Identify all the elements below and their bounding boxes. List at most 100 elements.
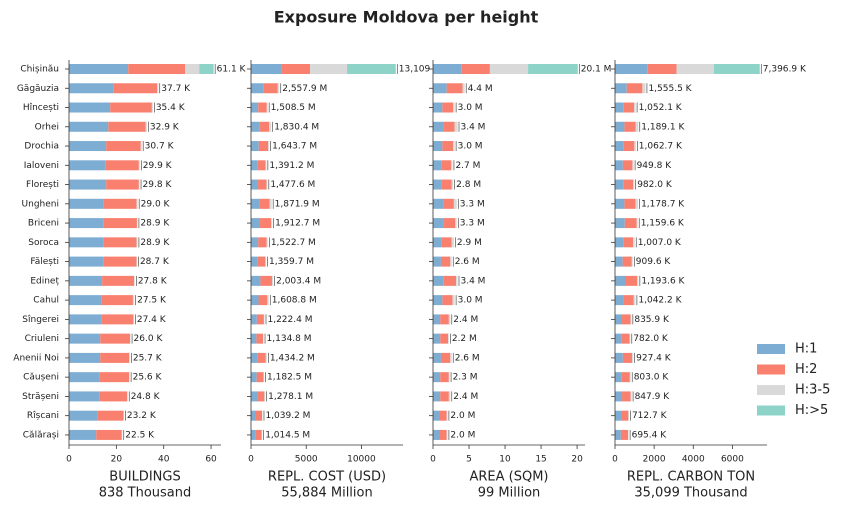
bar-segment [615, 391, 623, 402]
bar-segment [448, 372, 450, 383]
bar-segment [263, 83, 278, 94]
bar-segment [257, 352, 266, 363]
y-tick-label: Briceni [28, 219, 59, 229]
bar-segment [260, 275, 272, 286]
bar-segment [138, 160, 140, 171]
bar-segment [259, 198, 270, 209]
total-label: 1,039.2 M [265, 411, 310, 421]
bar-segment [277, 83, 280, 94]
total-label: 2.3 M [453, 373, 478, 383]
bar-segment [136, 237, 138, 248]
bar-segment [441, 179, 452, 190]
bar-segment [455, 218, 457, 229]
total-label: 30.7 K [145, 142, 175, 152]
bar-segment [623, 141, 635, 152]
y-tick-label: Ungheni [22, 199, 59, 209]
bar-segment [96, 429, 122, 440]
total-label: 1,189.1 K [641, 122, 685, 132]
bar-segment [448, 314, 451, 325]
bar-segment [433, 391, 441, 402]
bar-segment [251, 256, 258, 267]
bar-segment [633, 237, 635, 248]
bar-segment [258, 102, 267, 113]
bar-segment [451, 179, 454, 190]
bar-segment [260, 218, 272, 229]
bar-segment [263, 372, 265, 383]
bar-segment [251, 410, 256, 421]
bar-segment [251, 64, 282, 74]
bar-segment [103, 198, 137, 209]
bar-segment [451, 237, 454, 248]
total-label: 29.0 K [141, 199, 171, 209]
total-label: 28.9 K [140, 238, 170, 248]
bar-segment [615, 179, 624, 190]
total-label: 22.5 K [125, 430, 155, 440]
x-axis-label: REPL. CARBON TON [627, 470, 755, 485]
bar-segment [269, 121, 272, 132]
bar-segment [129, 352, 130, 363]
bar-segment [433, 256, 441, 267]
y-tick-label: Fălești [30, 257, 59, 267]
bar-segment [441, 237, 452, 248]
bar-segment [450, 352, 452, 363]
bar-segment [623, 102, 635, 113]
x-axis-label: AREA (SQM) [469, 470, 548, 485]
bar-segment [271, 275, 274, 286]
bar-segment [453, 141, 455, 152]
bar-segment [251, 160, 258, 171]
y-tick-label: Criuleni [25, 334, 59, 344]
bar-segment [105, 160, 139, 171]
bar-segment [629, 333, 631, 344]
chart-title: Exposure Moldova per height [274, 8, 539, 27]
x-axis-label: REPL. COST (USD) [268, 470, 386, 485]
total-label: 1,871.9 M [275, 199, 320, 209]
total-label: 32.9 K [150, 122, 180, 132]
bar-segment [255, 410, 263, 421]
bar-segment [256, 333, 264, 344]
bar-segment [442, 102, 454, 113]
bar-segment [632, 352, 634, 363]
bar-segment [624, 218, 637, 229]
bar-segment [251, 275, 261, 286]
bar-segment [637, 275, 639, 286]
total-label: 25.6 K [133, 373, 163, 383]
bar-segment [101, 314, 134, 325]
total-label: 4.4 M [468, 84, 493, 94]
bar-segment [615, 314, 623, 325]
total-label: 982.0 K [637, 180, 673, 190]
bar-segment [615, 333, 622, 344]
bar-segment [446, 83, 463, 94]
bar-segment [446, 429, 448, 440]
bar-segment [622, 314, 631, 325]
bar-segment [636, 218, 638, 229]
bar-segment [453, 102, 455, 113]
bar-segment [615, 121, 625, 132]
bar-segment [433, 372, 441, 383]
bar-segment [489, 64, 529, 74]
bar-segment [108, 121, 146, 132]
total-label: 782.0 K [633, 334, 669, 344]
bar-segment [185, 64, 200, 74]
total-label: 835.9 K [634, 315, 670, 325]
total-label: 29.9 K [143, 161, 173, 171]
bar-segment [623, 179, 634, 190]
bar-segment [442, 295, 453, 306]
total-label: 1,522.7 M [271, 238, 316, 248]
bar-segment [622, 160, 633, 171]
legend-label: H:2 [795, 362, 817, 377]
total-label: 1,434.2 M [270, 353, 315, 363]
x-tick-label: 6000 [721, 455, 744, 465]
bar-segment [634, 102, 636, 113]
bar-segment [113, 83, 158, 94]
bar-segment [257, 160, 266, 171]
bar-segment [138, 179, 140, 190]
bar-segment [251, 429, 256, 440]
bar-segment [630, 314, 632, 325]
x-tick-label: 0 [66, 455, 72, 465]
bar-segment [99, 372, 130, 383]
bar-segment [281, 64, 311, 74]
total-label: 2.8 M [456, 180, 481, 190]
bar-segment [251, 352, 258, 363]
bar-segment [263, 314, 265, 325]
bar-segment [624, 121, 636, 132]
